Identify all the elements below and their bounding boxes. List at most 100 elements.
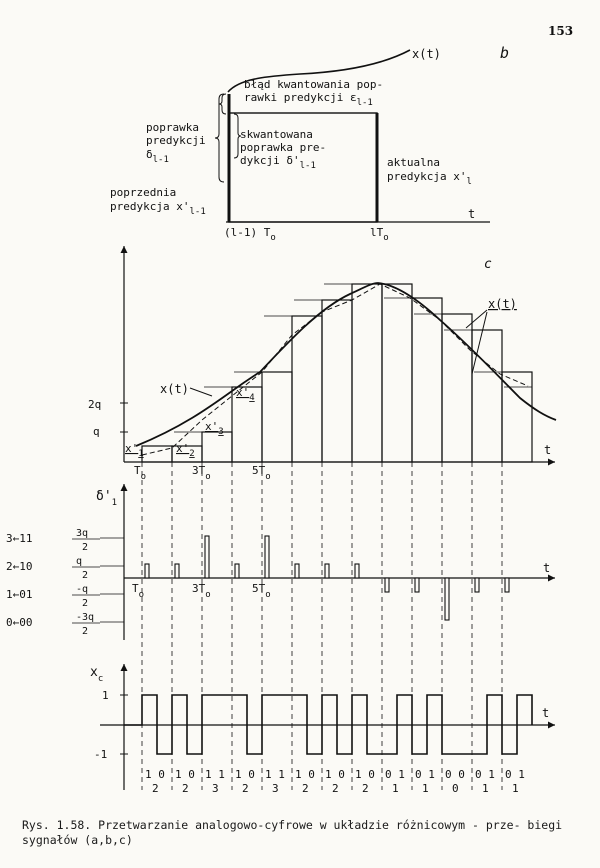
code-bits: 0 1 <box>505 768 525 781</box>
panel-c: c t 2q q x(t) x(t) x'1 x'2 x'3 x'4 To 3T… <box>88 246 557 482</box>
figure: b x(t) t błąd kwantowania pop- rawki pre… <box>6 44 557 795</box>
panel-c-xbar-leader-2 <box>471 311 488 375</box>
panel-c-xt-label: x(t) <box>160 382 189 396</box>
code-value: 3 <box>272 782 279 795</box>
level-code: 3←11 <box>6 532 33 545</box>
panel-b-brace-correction <box>214 93 225 183</box>
panel-b: b x(t) t błąd kwantowania pop- rawki pre… <box>110 44 509 243</box>
panel-b-current-label: aktualna predykcja x'l <box>387 156 472 187</box>
panel-xc-code-labels: 1 021 021 131 021 131 021 021 020 110 11… <box>145 768 525 795</box>
panel-c-signal-curve <box>135 282 557 447</box>
prediction-bar <box>321 299 353 463</box>
code-bits: 0 1 <box>475 768 495 781</box>
code-bits: 0 1 <box>415 768 435 781</box>
code-value: 2 <box>302 782 309 795</box>
panel-c-letter: c <box>484 257 492 272</box>
prediction-bar <box>351 283 383 463</box>
panel-b-t-label: t <box>468 207 475 221</box>
panel-c-pred-label-1: x'1 <box>125 442 144 459</box>
delta-pulse <box>474 577 480 593</box>
level-denominator: 2 <box>82 570 88 581</box>
delta-pulse <box>144 563 150 579</box>
code-bits: 1 1 <box>205 768 225 781</box>
code-bits: 1 0 <box>175 768 195 781</box>
panel-c-pred-label-3: x'3 <box>205 420 224 437</box>
level-code: 2←10 <box>6 560 33 573</box>
code-bits: 0 0 <box>445 768 465 781</box>
level-numerator: -q <box>76 584 88 595</box>
panel-b-signal-curve <box>227 49 411 93</box>
delta-pulse <box>234 563 240 579</box>
panel-b-error-label: błąd kwantowania pop- rawki predykcji εl… <box>244 78 390 108</box>
code-bits: 1 0 <box>325 768 345 781</box>
prediction-bar <box>501 371 533 463</box>
code-value: 1 <box>422 782 429 795</box>
prediction-bar <box>291 315 323 463</box>
delta-pulse <box>444 577 450 621</box>
panel-xc-ytick-minus1: -1 <box>94 748 107 761</box>
panel-delta-axis-label: δ'1 <box>96 489 117 508</box>
delta-pulse <box>504 577 510 593</box>
code-value: 2 <box>242 782 249 795</box>
code-value: 2 <box>152 782 159 795</box>
code-value: 1 <box>512 782 519 795</box>
code-value: 3 <box>212 782 219 795</box>
panel-c-xbar-label: x(t) <box>488 297 517 311</box>
code-bits: 1 0 <box>295 768 315 781</box>
level-denominator: 2 <box>82 542 88 553</box>
code-bits: 1 0 <box>145 768 165 781</box>
panel-xc-ytick-1: 1 <box>102 689 109 702</box>
panel-c-xbar-leader-1 <box>465 309 488 329</box>
panel-b-previous-label: poprzednia predykcja x'l-1 <box>110 186 206 217</box>
panel-c-xt-leader <box>189 387 213 397</box>
panel-c-xtick-3T: 3To <box>192 464 211 482</box>
delta-pulse <box>294 563 300 579</box>
level-code: 1←01 <box>6 588 33 601</box>
code-bits: 1 1 <box>265 768 285 781</box>
delta-pulse <box>354 563 360 579</box>
panel-delta-pulses <box>144 535 510 621</box>
level-numerator: -3q <box>76 612 94 623</box>
panel-c-xtick-T: To <box>134 464 146 482</box>
panel-delta-xtick-T: To <box>132 582 144 600</box>
code-value: 2 <box>362 782 369 795</box>
panel-c-t-label: t <box>544 443 551 457</box>
level-numerator: 3q <box>76 528 88 539</box>
panel-c-ytick-q: q <box>93 425 100 438</box>
panel-xc: t xc 1 -1 1 021 021 131 021 131 021 021 … <box>90 664 555 795</box>
figure-caption: Rys. 1.58. Przetwarzanie analogowo-cyfro… <box>22 818 563 847</box>
panel-b-letter: b <box>500 44 509 62</box>
prediction-bar <box>261 371 293 463</box>
panel-b-signal-label: x(t) <box>412 47 441 61</box>
code-value: 1 <box>392 782 399 795</box>
panel-delta-xtick-5T: 5To <box>252 582 271 600</box>
prediction-bar <box>201 431 233 463</box>
panel-b-tick-left: (l-1) To <box>224 226 276 243</box>
panel-delta-t-label: t <box>543 561 550 575</box>
panel-b-tick-right: lTo <box>370 226 389 243</box>
code-value: 2 <box>332 782 339 795</box>
code-bits: 0 1 <box>385 768 405 781</box>
panel-xc-axis-label: xc <box>90 665 103 684</box>
panel-c-pred-label-4: x'4 <box>236 386 255 403</box>
delta-pulse <box>174 563 180 579</box>
panel-b-brace-error <box>218 93 227 115</box>
panel-b-quantized-label: skwantowana poprawka pre- dykcji δ'l-1 <box>240 128 333 171</box>
code-value: 2 <box>182 782 189 795</box>
level-label: 2←10 q2 <box>6 556 124 581</box>
panel-xc-t-label: t <box>542 706 549 720</box>
code-value: 0 <box>452 782 459 795</box>
delta-pulse <box>414 577 420 593</box>
level-code: 0←00 <box>6 616 33 629</box>
panel-b-correction-label: poprawka predykcji δl-1 <box>146 121 212 165</box>
code-bits: 1 0 <box>355 768 375 781</box>
prediction-bar <box>411 297 443 463</box>
level-denominator: 2 <box>82 598 88 609</box>
level-label: 0←00 -3q 2 <box>6 612 124 637</box>
panel-c-ytick-2q: 2q <box>88 398 101 411</box>
level-label: 1←01 -q 2 <box>6 584 124 609</box>
panel-xc-code-waveform <box>124 694 533 755</box>
panel-c-interpolated-curve <box>141 283 529 456</box>
